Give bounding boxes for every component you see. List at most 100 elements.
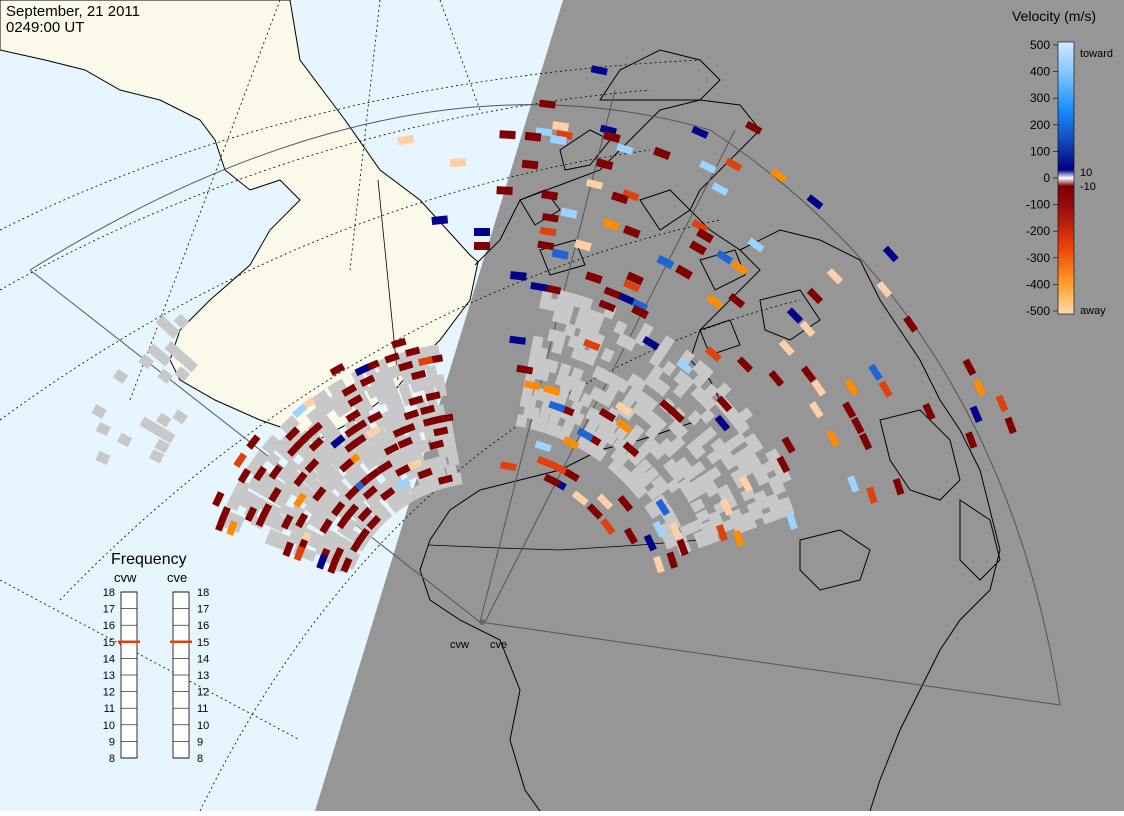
radar-site-marker xyxy=(479,619,485,625)
ground-scatter-cell xyxy=(718,449,735,465)
velocity-cell xyxy=(397,436,413,449)
velocity-cell xyxy=(586,503,603,520)
ground-scatter-cell xyxy=(734,419,751,435)
velocity-cell xyxy=(691,218,709,233)
velocity-cell xyxy=(598,407,617,423)
velocity-cell xyxy=(995,394,1009,413)
ground-scatter-cell xyxy=(173,349,190,365)
ground-scatter-cell xyxy=(612,436,628,453)
ground-scatter-cell xyxy=(747,458,764,473)
velocity-cell xyxy=(965,431,978,449)
ground-scatter-cell xyxy=(679,349,695,366)
ground-scatter-cell xyxy=(154,438,170,454)
velocity-cell xyxy=(428,439,445,450)
colorbar-away-label: away xyxy=(1080,305,1106,317)
ground-scatter-cell xyxy=(445,463,458,477)
velocity-cell xyxy=(530,281,548,292)
ground-scatter-cell xyxy=(649,376,665,393)
ground-scatter-cell xyxy=(609,374,625,391)
frequency-scale-label: 18 xyxy=(197,587,209,599)
velocity-cell xyxy=(724,157,743,172)
colorbar-tick-label: -200 xyxy=(1026,224,1050,238)
velocity-cell xyxy=(437,474,454,485)
ground-scatter-cell xyxy=(730,431,747,448)
velocity-cell xyxy=(341,383,358,397)
velocity-cell xyxy=(652,146,671,160)
velocity-cell xyxy=(616,143,634,155)
frequency-radar-label: cvw xyxy=(114,570,137,585)
ground-scatter-cell xyxy=(613,320,628,336)
velocity-cell xyxy=(747,237,765,253)
velocity-cell xyxy=(425,391,441,402)
velocity-cell xyxy=(652,520,667,539)
velocity-cell xyxy=(549,134,567,146)
ground-scatter-cell xyxy=(673,370,689,386)
velocity-cell xyxy=(728,292,746,309)
velocity-cell xyxy=(859,432,873,451)
ground-scatter-cell xyxy=(281,463,297,479)
frequency-scale-label: 14 xyxy=(197,653,209,665)
velocity-cell xyxy=(560,207,578,219)
frequency-scale-label: 11 xyxy=(104,703,115,715)
colorbar-gradient xyxy=(1057,41,1075,315)
ground-scatter-cell xyxy=(764,492,780,507)
velocity-cell xyxy=(282,541,294,557)
velocity-cell xyxy=(643,534,657,552)
velocity-cell xyxy=(285,426,300,442)
velocity-cell xyxy=(600,517,616,535)
velocity-cell xyxy=(590,65,608,76)
ground-scatter-cell xyxy=(409,484,424,501)
frequency-scale-label: 11 xyxy=(197,703,208,715)
ground-scatter-cell xyxy=(646,412,663,429)
velocity-cell xyxy=(417,356,434,366)
ground-scatter-cell xyxy=(519,394,532,409)
frequency-scale-label: 15 xyxy=(103,637,115,649)
velocity-cell xyxy=(552,120,570,132)
velocity-cell xyxy=(308,436,324,452)
velocity-cell xyxy=(631,304,649,320)
velocity-cell xyxy=(244,506,258,523)
frequency-scale-label: 15 xyxy=(197,637,209,649)
velocity-cell xyxy=(706,294,724,310)
ground-scatter-cell xyxy=(700,477,717,493)
radar-site-label: cve xyxy=(490,639,507,651)
velocity-cell xyxy=(850,416,865,435)
frequency-scale-label: 10 xyxy=(103,720,115,732)
ground-scatter-cell xyxy=(626,373,642,389)
velocity-cell xyxy=(344,485,360,501)
velocity-cell xyxy=(367,410,383,424)
velocity-cell xyxy=(922,402,936,421)
velocity-cell xyxy=(903,315,919,333)
velocity-cell xyxy=(523,380,541,391)
velocity-cell xyxy=(603,286,622,300)
velocity-cell xyxy=(541,190,559,201)
ground-scatter-cell xyxy=(632,469,649,485)
frequency-scale-label: 16 xyxy=(103,620,115,632)
ground-scatter-cell xyxy=(296,460,312,477)
ground-scatter-cell xyxy=(710,437,727,453)
colorbar-inner-neg-label: -10 xyxy=(1080,181,1096,193)
velocity-cell xyxy=(615,418,633,434)
velocity-cell xyxy=(286,441,302,457)
ground-scatter-cell xyxy=(661,360,677,377)
ground-scatter-cell xyxy=(585,406,600,423)
ground-scatter-cell xyxy=(95,451,111,465)
velocity-cell xyxy=(799,320,816,338)
velocity-cell xyxy=(732,529,745,548)
velocity-cell xyxy=(676,358,693,375)
velocity-cell xyxy=(543,473,561,488)
velocity-cell xyxy=(691,125,709,139)
ground-scatter-cell xyxy=(164,323,180,339)
velocity-cell xyxy=(347,394,364,408)
coastlines xyxy=(419,49,1001,812)
ground-scatter-cell xyxy=(639,322,654,338)
ground-scatter-cell xyxy=(629,424,645,440)
ground-scatter-cell xyxy=(695,509,711,524)
frequency-scale-label: 16 xyxy=(197,620,209,632)
velocity-cell xyxy=(770,168,788,183)
colorbar-tick-label: 500 xyxy=(1030,38,1050,52)
velocity-cell xyxy=(340,557,353,573)
velocity-cell xyxy=(362,485,378,500)
ground-scatter-cell xyxy=(277,436,294,452)
